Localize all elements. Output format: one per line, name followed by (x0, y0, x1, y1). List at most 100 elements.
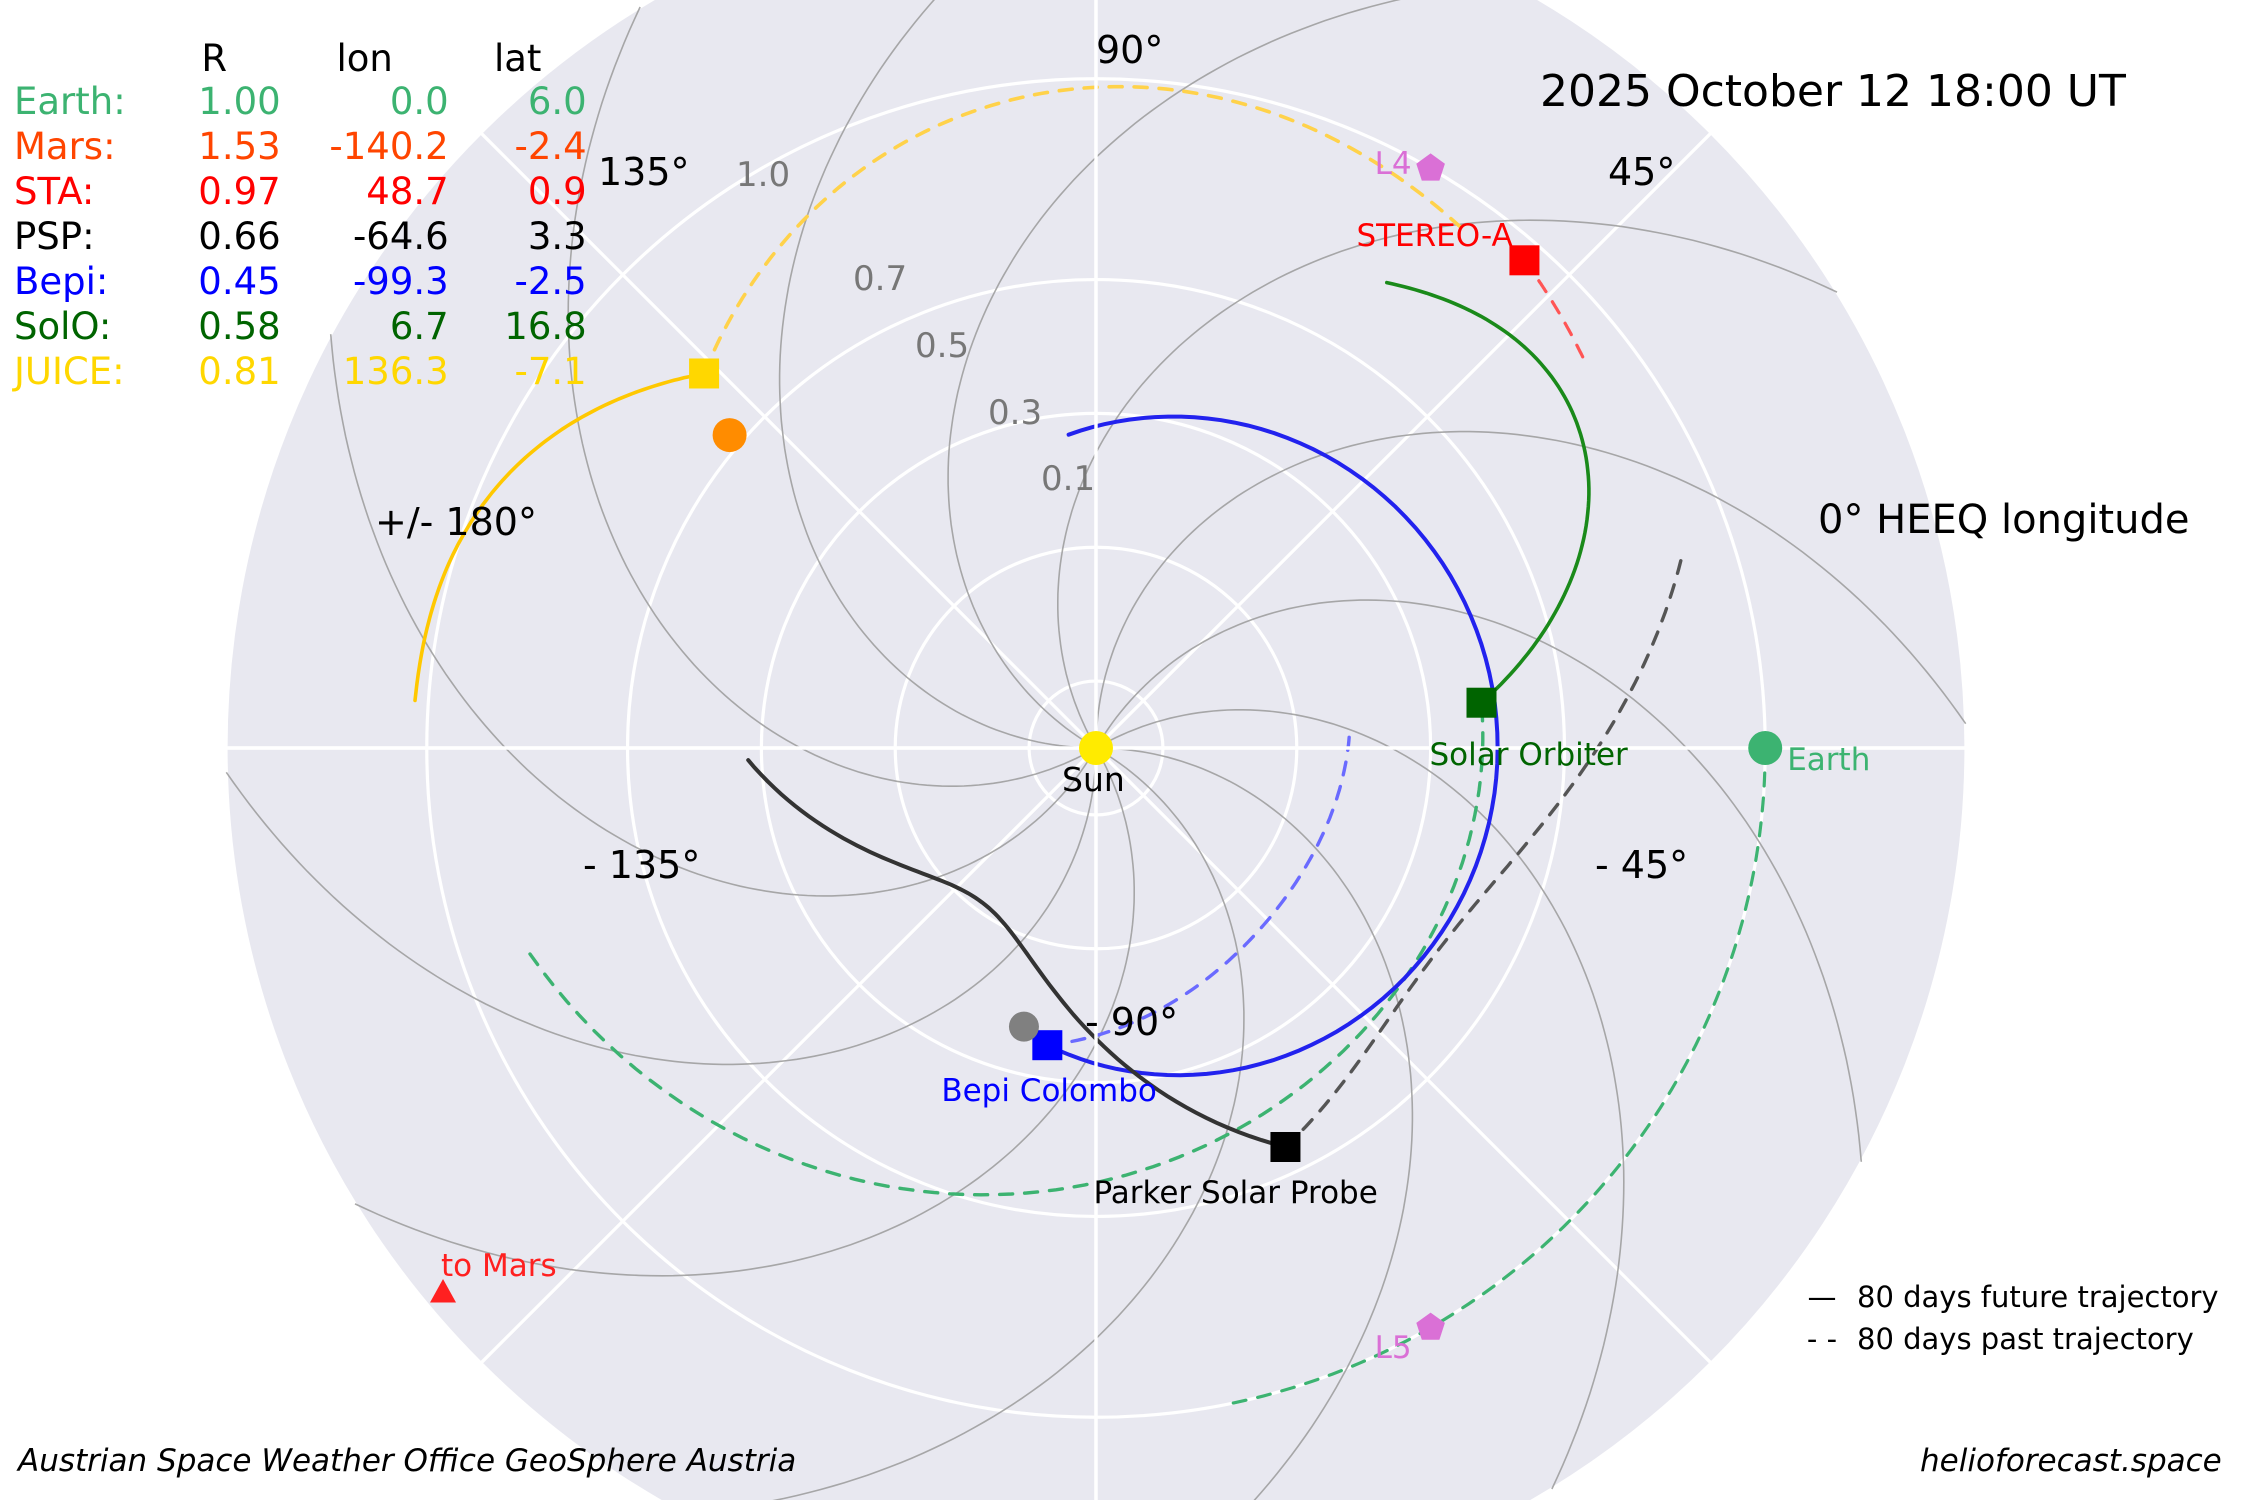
radial-tick-0.5: 0.5 (915, 326, 969, 366)
row-r-5: 0.58 (198, 305, 281, 348)
marker-juice (689, 358, 720, 389)
parker-spiral-8 (329, 334, 1093, 897)
row-lat-5: 16.8 (504, 305, 587, 348)
row-body-name-6: JUICE: (14, 350, 125, 393)
row-lat-0: 6.0 (527, 80, 587, 123)
solid-line-icon: — (1807, 1280, 1837, 1314)
parker-spiral-9 (225, 755, 1097, 1066)
table-row: JUICE: 0.81 136.3 -7.1 (14, 349, 587, 394)
label-psp: Parker Solar Probe (1093, 1174, 1378, 1211)
trajectory-juice-future (413, 371, 706, 703)
table-row: STA: 0.97 48.7 0.9 (14, 169, 587, 214)
trajectory-bepi-future (1045, 414, 1500, 1078)
label-sun: Sun (1062, 760, 1125, 799)
row-r-4: 0.45 (198, 260, 281, 303)
parker-spiral-7 (567, 6, 1090, 787)
parker-spiral-5 (947, 0, 1401, 745)
row-lat-6: -7.1 (514, 350, 587, 393)
page-title: 2025 October 12 18:00 UT (1540, 66, 2126, 117)
label-earth: Earth (1787, 742, 1871, 778)
angular-label-2: 45° (1608, 150, 1676, 194)
trajectory-solo-past (528, 701, 1485, 1197)
header-lat: lat (493, 37, 542, 80)
radial-tick-0.1: 0.1 (1041, 459, 1095, 499)
row-lat-2: 0.9 (527, 170, 587, 213)
row-lon-4: -99.3 (352, 260, 449, 303)
row-body-name-4: Bepi: (14, 260, 109, 303)
marker-psp (1270, 1131, 1301, 1162)
parker-spiral-4 (1057, 219, 1838, 742)
angular-label-1: 135° (598, 150, 690, 194)
row-r-2: 0.97 (198, 170, 281, 213)
label-solo: Solar Orbiter (1429, 736, 1628, 773)
header-r: R (201, 37, 228, 80)
row-lon-3: -64.6 (352, 215, 449, 258)
marker-mercury (1008, 1011, 1039, 1042)
row-lat-1: -2.4 (514, 125, 587, 168)
parker-spiral-6 (778, 0, 1089, 749)
header-body (14, 36, 148, 79)
row-lat-3: 3.3 (527, 215, 587, 258)
trajectory-psp-past (1283, 556, 1684, 1149)
marker-earth (1748, 731, 1783, 765)
row-r-6: 0.81 (198, 350, 281, 393)
trajectory-psp-future (746, 758, 1288, 1149)
row-r-3: 0.66 (198, 215, 281, 258)
parker-spiral-0 (1103, 747, 1414, 1500)
row-body-name-3: PSP: (14, 215, 95, 258)
angular-label-6: - 90° (1085, 1000, 1179, 1044)
marker-l4 (1416, 153, 1445, 181)
radial-tick-0.7: 0.7 (853, 259, 907, 299)
row-lon-2: 48.7 (366, 170, 449, 213)
trajectory-stereoa-past (1522, 258, 1588, 367)
credit-website: helioforecast.space (1920, 1443, 2222, 1479)
label-l5: L5 (1374, 1329, 1412, 1366)
trajectory-bepi-past (1045, 728, 1352, 1047)
label-tomars: to Mars (441, 1248, 557, 1285)
table-row: PSP: 0.66 -64.6 3.3 (14, 214, 587, 259)
parker-spiral-10 (354, 754, 1135, 1277)
credit-organisation: Austrian Space Weather Office GeoSphere … (18, 1443, 797, 1479)
table-row: Mars: 1.53 -140.2 -2.4 (14, 124, 587, 169)
position-table: R lon lat Earth: 1.00 0.0 6.0 Mars: 1.53 -140.… (14, 36, 587, 394)
marker-venus (712, 418, 747, 453)
row-body-name-2: STA: (14, 170, 95, 213)
table-row: Bepi: 0.45 -99.3 -2.5 (14, 259, 587, 304)
parker-spiral-11 (772, 751, 1245, 1500)
radial-tick-1.0: 1.0 (736, 155, 790, 195)
angular-label-3: +/- 180° (375, 500, 537, 544)
marker-bepi (1032, 1030, 1063, 1061)
label-bepi: Bepi Colombo (941, 1073, 1157, 1110)
radial-tick-0.3: 0.3 (988, 393, 1042, 433)
trajectory-legend: — 80 days future trajectory - - 80 days … (1795, 1276, 2219, 1360)
parker-spiral-1 (1102, 709, 1625, 1490)
row-lon-0: 0.0 (389, 80, 449, 123)
row-r-1: 1.53 (198, 125, 281, 168)
angular-label-4: - 135° (583, 843, 701, 887)
heeq-longitude-label: 0° HEEQ longitude (1818, 497, 2190, 543)
dashed-line-icon: - - (1806, 1322, 1838, 1356)
trajectory-solo-future (1385, 280, 1591, 705)
marker-tomars (430, 1279, 457, 1303)
row-body-name-0: Earth: (14, 80, 126, 123)
marker-l5 (1416, 1312, 1445, 1340)
marker-stereoa (1509, 245, 1540, 276)
row-body-name-5: SolO: (14, 305, 112, 348)
label-l4: L4 (1374, 146, 1412, 183)
legend-label-future: 80 days future trajectory (1857, 1280, 2219, 1314)
table-header-row: R lon lat (14, 36, 587, 79)
label-stereoa: STEREO-A (1356, 218, 1513, 255)
parker-spiral-3 (1095, 430, 1967, 741)
row-lon-6: 136.3 (342, 350, 449, 393)
row-lat-4: -2.5 (514, 260, 587, 303)
row-lon-1: -140.2 (329, 125, 449, 168)
legend-item-future: — 80 days future trajectory (1795, 1276, 2219, 1318)
marker-solo (1466, 687, 1497, 718)
table-row: Earth: 1.00 0.0 6.0 (14, 79, 587, 124)
header-lon: lon (336, 37, 393, 80)
row-r-0: 1.00 (198, 80, 281, 123)
row-lon-5: 6.7 (389, 305, 449, 348)
row-body-name-1: Mars: (14, 125, 116, 168)
parker-spiral-2 (1099, 599, 1863, 1162)
